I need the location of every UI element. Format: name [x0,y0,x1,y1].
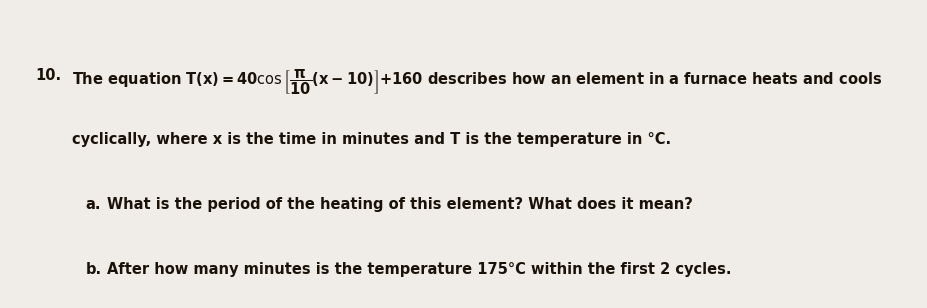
Text: b.: b. [85,262,101,277]
Text: What is the period of the heating of this element? What does it mean?: What is the period of the heating of thi… [107,197,692,212]
Text: cyclically, where x is the time in minutes and T is the temperature in °C.: cyclically, where x is the time in minut… [72,132,671,148]
Text: After how many minutes is the temperature 175°C within the first 2 cycles.: After how many minutes is the temperatur… [107,262,730,277]
Text: a.: a. [85,197,101,212]
Text: The equation $\mathbf{T(x) = 40\cos}$$\mathbf{\left[\dfrac{\pi}{10}(x - 10)\righ: The equation $\mathbf{T(x) = 40\cos}$$\m… [72,68,882,97]
Text: 10.: 10. [35,68,61,83]
